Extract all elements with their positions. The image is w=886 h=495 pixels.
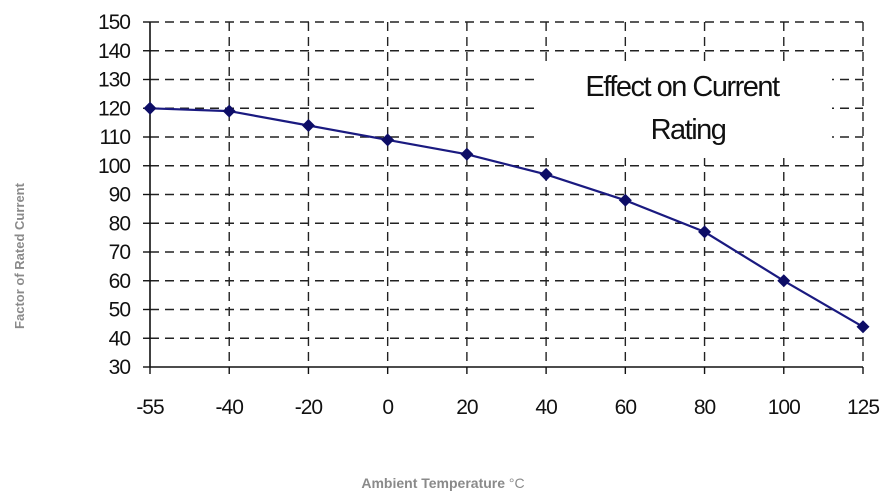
y-tick-label-150: 150 bbox=[98, 11, 130, 34]
x-axis-label: Ambient Temperature °C bbox=[0, 475, 886, 491]
y-tick-label-60: 60 bbox=[109, 270, 131, 293]
x-tick-label-125: 125 bbox=[847, 396, 879, 419]
data-point--40 bbox=[222, 104, 236, 118]
data-point-40 bbox=[539, 167, 553, 181]
y-tick-labels: 30 40 50 60 70 80 90 100 110 120 130 140 150 bbox=[98, 11, 131, 379]
y-tick-label-120: 120 bbox=[98, 97, 130, 120]
x-tick-label-100: 100 bbox=[768, 396, 800, 419]
data-point-60 bbox=[618, 193, 632, 207]
y-tick-label-110: 110 bbox=[100, 126, 131, 149]
series-line-0 bbox=[149, 107, 864, 328]
annotation-line-2: Rating bbox=[651, 114, 726, 146]
data-series bbox=[143, 101, 870, 334]
annotation-line-1: Effect on Current bbox=[585, 71, 780, 103]
x-tick-label-40: 40 bbox=[535, 396, 557, 419]
y-tick-label-140: 140 bbox=[98, 40, 130, 63]
y-axis-label: Factor of Rated Current bbox=[12, 182, 27, 329]
data-point-20 bbox=[460, 147, 474, 161]
data-point--55 bbox=[143, 101, 157, 115]
x-tick-label-80: 80 bbox=[694, 396, 716, 419]
x-tick-labels: -55 -40 -20 0 20 40 60 80 100 125 bbox=[136, 396, 880, 419]
y-tick-label-30: 30 bbox=[109, 356, 131, 379]
data-point--20 bbox=[301, 119, 315, 132]
plot-area-frame bbox=[149, 21, 864, 368]
data-point-80 bbox=[698, 225, 712, 239]
x-tick-label-20: 20 bbox=[456, 396, 478, 419]
annotation-background bbox=[540, 66, 832, 158]
y-tick-label-70: 70 bbox=[109, 241, 131, 264]
x-axis-label-text: Ambient Temperature bbox=[361, 475, 506, 491]
x-tick-label-60: 60 bbox=[615, 396, 637, 419]
y-tick-label-80: 80 bbox=[109, 212, 131, 235]
y-tick-label-90: 90 bbox=[109, 184, 131, 207]
x-tick-label-0: 0 bbox=[382, 396, 393, 419]
x-tick-label--40: -40 bbox=[216, 396, 244, 419]
y-tick-label-50: 50 bbox=[109, 299, 131, 322]
data-point-0 bbox=[381, 133, 395, 147]
data-point-100 bbox=[777, 274, 791, 288]
y-tick-label-130: 130 bbox=[98, 69, 130, 92]
y-tick-label-100: 100 bbox=[98, 155, 130, 178]
x-tick-label--55: -55 bbox=[136, 396, 164, 419]
grid-lines bbox=[143, 21, 864, 374]
y-tick-label-40: 40 bbox=[109, 327, 131, 350]
data-point-125 bbox=[856, 320, 870, 334]
x-axis-label-unit: °C bbox=[508, 475, 525, 491]
x-tick-label--20: -20 bbox=[295, 396, 323, 419]
